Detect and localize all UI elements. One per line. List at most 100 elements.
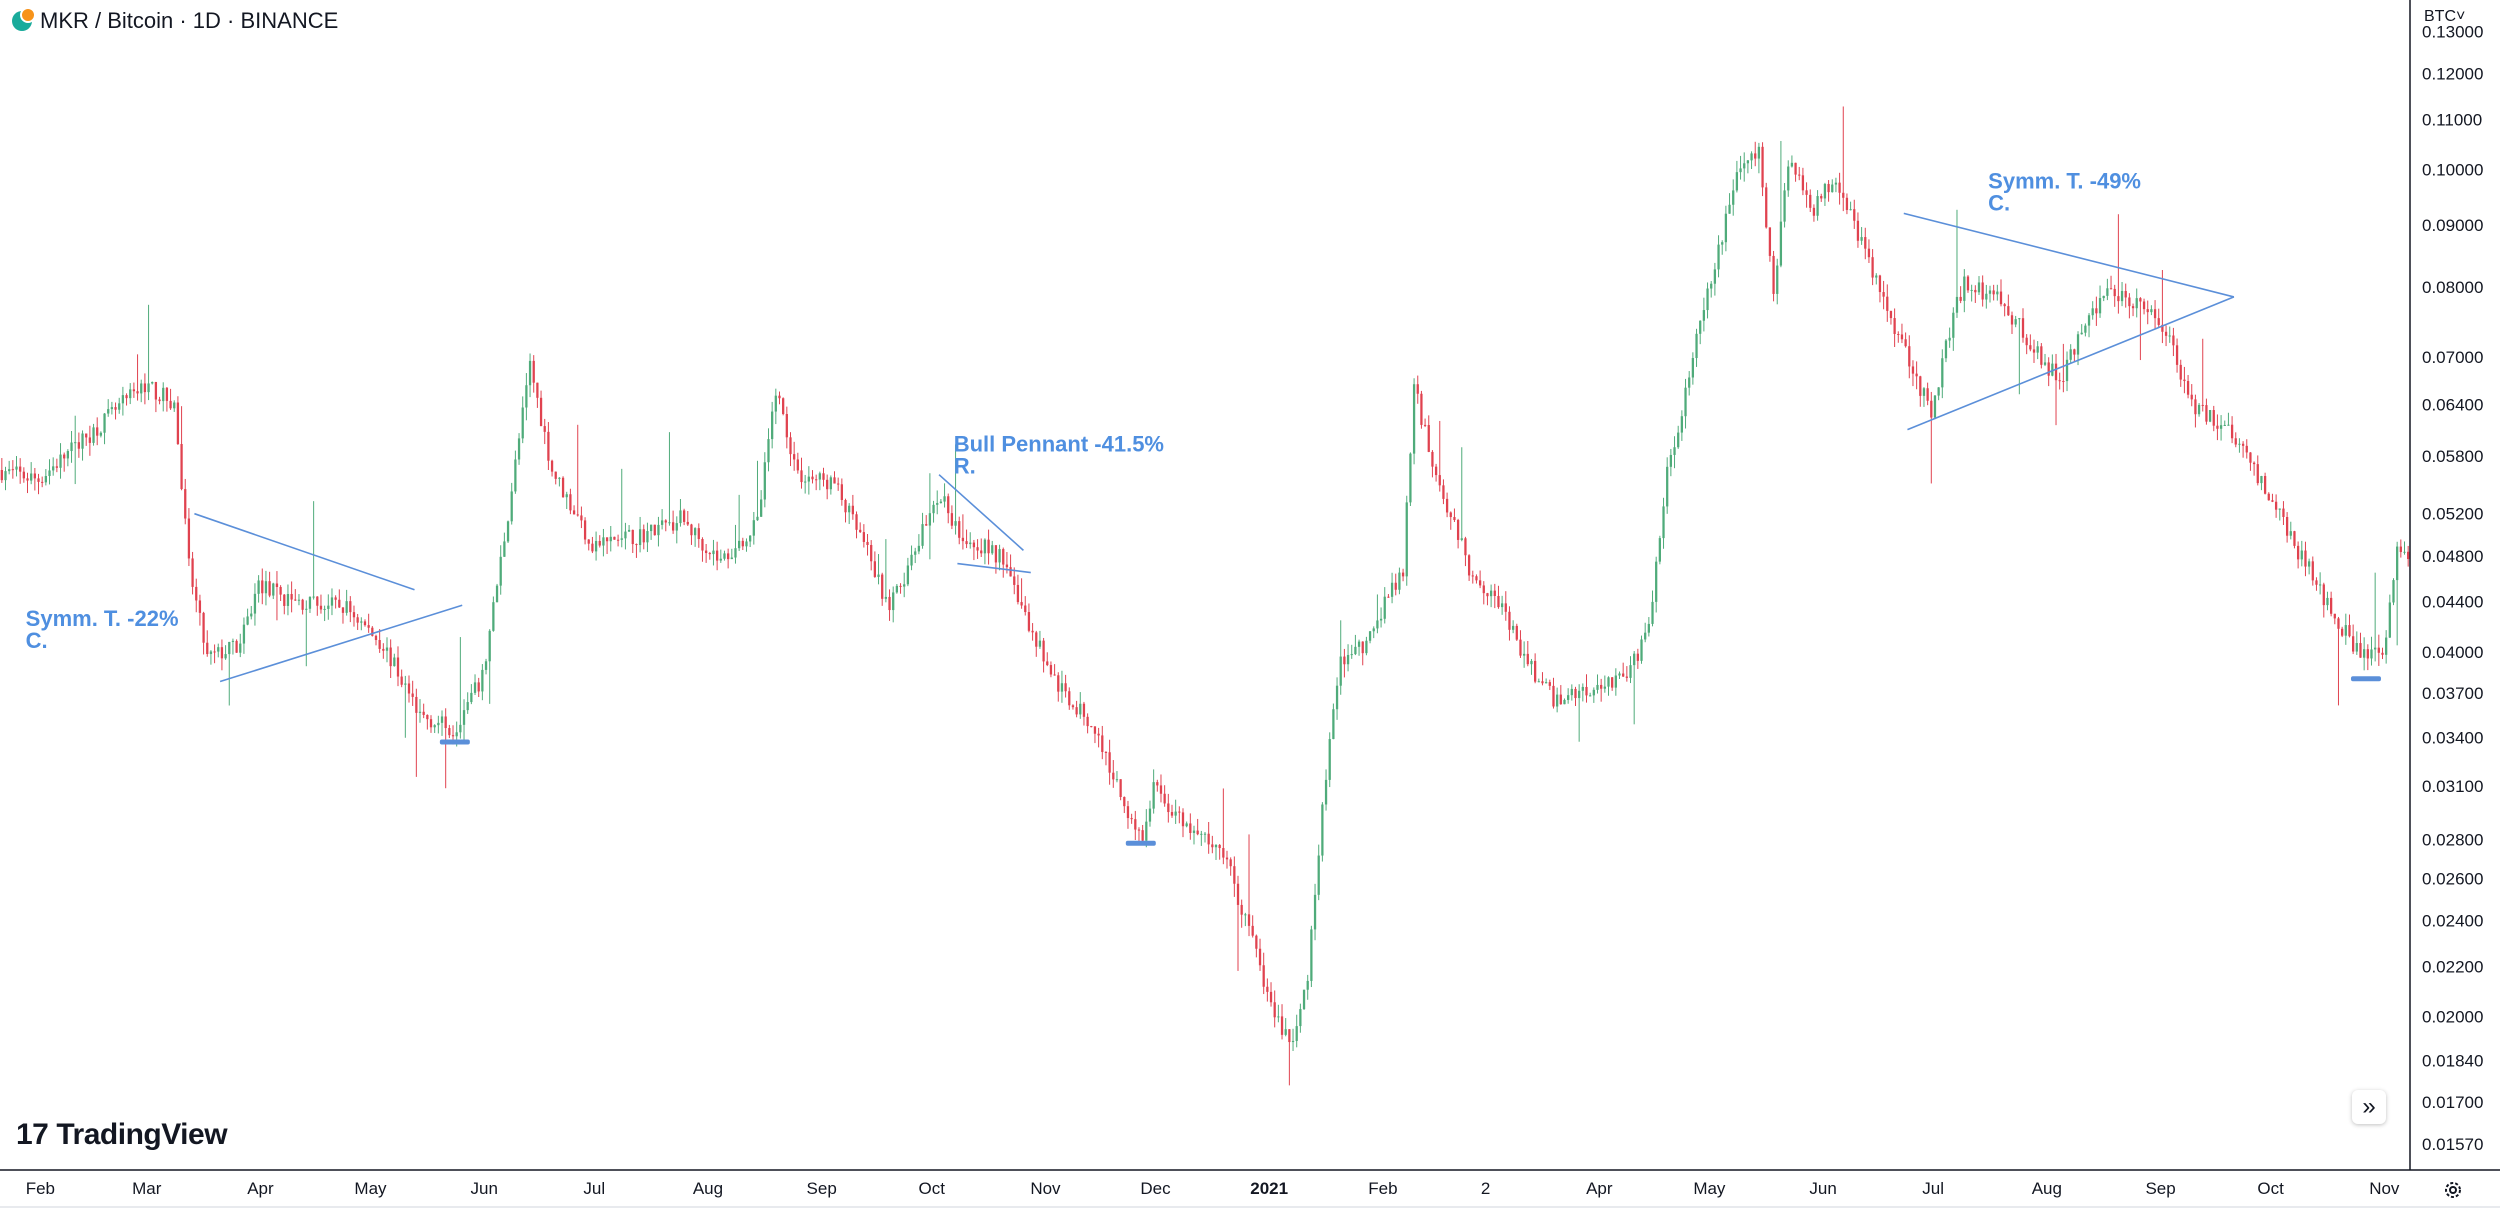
candle bbox=[374, 634, 378, 646]
candle-body bbox=[2326, 597, 2329, 606]
candle bbox=[1409, 452, 1412, 506]
candle bbox=[2311, 556, 2314, 586]
candle bbox=[2183, 366, 2186, 394]
candle bbox=[2102, 295, 2105, 302]
candle bbox=[1247, 834, 1251, 937]
candle-body bbox=[1622, 673, 1625, 677]
candle-body bbox=[2329, 597, 2333, 614]
candle-body bbox=[253, 593, 257, 614]
candle bbox=[1622, 662, 1625, 677]
symbol-title: MKR / Bitcoin · 1D · BINANCE bbox=[40, 8, 339, 33]
candle-body bbox=[1691, 358, 1695, 378]
candle-body bbox=[583, 520, 587, 540]
candle bbox=[580, 506, 583, 529]
candle-body bbox=[950, 513, 954, 526]
candle bbox=[1434, 463, 1438, 482]
candle bbox=[2322, 582, 2325, 618]
candle bbox=[1699, 320, 1702, 345]
candle-body bbox=[1644, 632, 1647, 640]
candle-body bbox=[1776, 265, 1779, 294]
candle bbox=[1368, 630, 1372, 644]
candle-body bbox=[297, 599, 301, 601]
scroll-to-realtime-button[interactable]: » bbox=[2352, 1090, 2386, 1124]
candle-body bbox=[1431, 451, 1434, 467]
candle-body bbox=[1471, 575, 1474, 577]
candle bbox=[2098, 285, 2102, 318]
price-axis-bg bbox=[2410, 0, 2500, 1215]
candle bbox=[1288, 1029, 1291, 1086]
candle-body bbox=[719, 558, 722, 561]
symbol-legend[interactable]: MKR / Bitcoin · 1D · BINANCE bbox=[12, 7, 339, 34]
chart-settings-button[interactable] bbox=[2438, 1175, 2468, 1205]
candle bbox=[459, 637, 462, 739]
candle bbox=[1057, 672, 1060, 702]
currency-selector-button[interactable]: BTC˅ bbox=[2424, 8, 2466, 25]
candle bbox=[1589, 692, 1592, 697]
candle bbox=[1878, 274, 1882, 303]
candle-body bbox=[272, 583, 275, 596]
candle-body bbox=[429, 719, 433, 728]
candle bbox=[473, 674, 477, 696]
candle bbox=[1585, 674, 1588, 703]
candle-body bbox=[873, 561, 877, 577]
candle-body bbox=[41, 481, 44, 483]
candle-body bbox=[1893, 318, 1896, 334]
candle-body bbox=[107, 409, 110, 414]
candle-body bbox=[330, 597, 334, 606]
candle bbox=[980, 538, 983, 557]
candle-body bbox=[1533, 660, 1537, 682]
candle-body bbox=[1258, 948, 1262, 966]
candle bbox=[1317, 844, 1320, 901]
candle-body bbox=[1556, 694, 1559, 707]
candle-body bbox=[1240, 904, 1243, 915]
candle-body bbox=[481, 669, 484, 692]
candle bbox=[2285, 512, 2289, 543]
candle-body bbox=[660, 520, 664, 525]
candle-body bbox=[440, 716, 444, 723]
candle-body bbox=[1376, 620, 1379, 629]
candle bbox=[1255, 934, 1258, 958]
candle bbox=[1966, 275, 1970, 293]
candle bbox=[367, 613, 370, 633]
candle bbox=[1170, 804, 1174, 818]
candle bbox=[70, 430, 73, 463]
candle bbox=[1787, 160, 1790, 197]
candle bbox=[261, 568, 264, 605]
candle-body bbox=[484, 661, 488, 670]
candle bbox=[1765, 182, 1768, 229]
candle bbox=[1068, 687, 1071, 710]
candle bbox=[2073, 348, 2076, 363]
candle bbox=[1328, 732, 1331, 788]
candle-body bbox=[1361, 641, 1364, 654]
candle-body bbox=[1867, 248, 1871, 258]
candle-body bbox=[1167, 803, 1170, 813]
candle bbox=[1082, 701, 1086, 726]
candle-body bbox=[455, 732, 458, 737]
candle bbox=[1390, 572, 1394, 604]
candle bbox=[378, 629, 381, 653]
candle-body bbox=[844, 499, 847, 513]
candle bbox=[888, 589, 891, 621]
candle bbox=[906, 557, 910, 587]
candle bbox=[1449, 511, 1452, 530]
candle bbox=[594, 531, 598, 561]
candle bbox=[37, 473, 40, 495]
candle-body bbox=[741, 540, 744, 547]
candle-body bbox=[587, 539, 590, 544]
candle bbox=[1020, 578, 1023, 609]
candle bbox=[1365, 636, 1368, 656]
candle bbox=[2139, 297, 2142, 361]
candle bbox=[1064, 674, 1067, 698]
candle bbox=[2296, 541, 2300, 569]
candle bbox=[1046, 652, 1049, 667]
candle bbox=[305, 600, 308, 667]
candle bbox=[892, 586, 895, 623]
candle bbox=[1321, 802, 1324, 862]
candle-body bbox=[1985, 293, 1988, 300]
candle-body bbox=[1486, 593, 1489, 597]
candle-body bbox=[184, 489, 187, 519]
candle bbox=[815, 474, 818, 491]
candle bbox=[191, 551, 194, 595]
